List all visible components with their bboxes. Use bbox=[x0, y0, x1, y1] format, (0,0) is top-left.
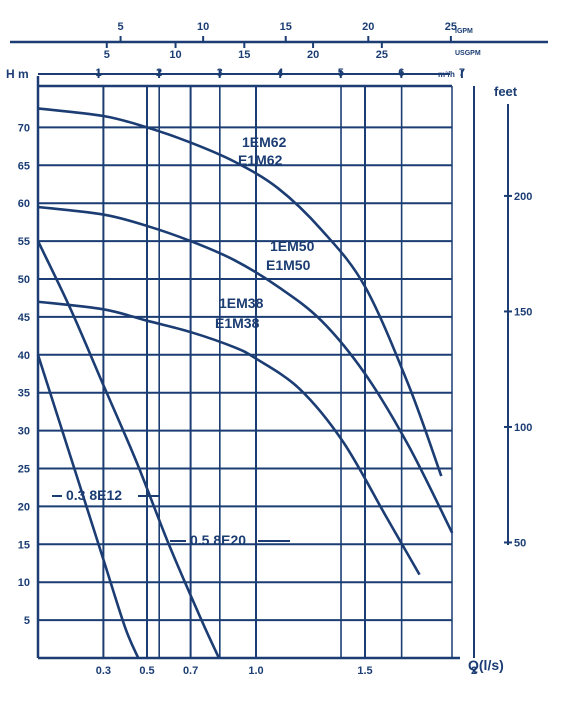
curve-label: 0.5 8E20 bbox=[190, 532, 246, 548]
top-tick-label: 5 bbox=[338, 67, 344, 79]
top-tick-label: 20 bbox=[307, 49, 319, 61]
y-tick-label: 15 bbox=[18, 539, 30, 551]
y-tick-label: 50 bbox=[18, 274, 30, 286]
y-tick-label: 20 bbox=[18, 501, 30, 513]
x-axis-title: Q(l/s) bbox=[468, 657, 504, 673]
y-tick-label: 55 bbox=[18, 236, 30, 248]
y-tick-label: 70 bbox=[18, 122, 30, 134]
top-tick-label: 4 bbox=[277, 67, 284, 79]
top-axis-unit: USGPM bbox=[455, 50, 481, 57]
top-tick-label: 3 bbox=[217, 67, 223, 79]
curve-3 bbox=[36, 240, 221, 659]
top-tick-label: 7 bbox=[459, 67, 465, 79]
right-tick-label: 100 bbox=[514, 422, 532, 434]
top-tick-label: 20 bbox=[362, 21, 374, 33]
top-axis-unit: IGPM bbox=[455, 28, 473, 35]
curve-label: 1EM38 bbox=[219, 295, 264, 311]
y-tick-label: 60 bbox=[18, 198, 30, 210]
x-tick-label: 0.5 bbox=[139, 665, 154, 677]
x-tick-label: 0.3 bbox=[96, 665, 111, 677]
top-tick-label: 25 bbox=[445, 21, 457, 33]
top-tick-label: 1 bbox=[95, 67, 101, 79]
y-tick-label: 25 bbox=[18, 464, 30, 476]
y-tick-label: 65 bbox=[18, 160, 30, 172]
top-tick-label: 15 bbox=[238, 49, 250, 61]
pump-curves bbox=[36, 107, 454, 659]
y-axis-title: H m bbox=[6, 67, 29, 81]
y-tick-label: 10 bbox=[18, 577, 30, 589]
y-tick-label: 30 bbox=[18, 426, 30, 438]
curve-label: 0.3 8E12 bbox=[66, 487, 122, 503]
top-axis-unit: m³/h bbox=[438, 70, 455, 79]
top-tick-label: 6 bbox=[398, 67, 404, 79]
x-tick-label: 2 bbox=[471, 665, 477, 677]
right-tick-label: 200 bbox=[514, 191, 532, 203]
x-tick-label: 1.5 bbox=[357, 665, 372, 677]
curve-label: 1EM62 bbox=[242, 134, 287, 150]
top-tick-label: 2 bbox=[156, 67, 162, 79]
y-tick-label: 40 bbox=[18, 350, 30, 362]
top-tick-label: 10 bbox=[169, 49, 181, 61]
grid-lines bbox=[38, 86, 475, 658]
y-tick-label: 5 bbox=[24, 615, 30, 627]
curve-4 bbox=[36, 354, 140, 659]
top-tick-label: 10 bbox=[197, 21, 209, 33]
right-axis-title: feet bbox=[494, 84, 518, 99]
y-tick-label: 35 bbox=[18, 388, 30, 400]
right-tick-label: 50 bbox=[514, 537, 526, 549]
curve-label: E1M50 bbox=[266, 257, 311, 273]
curve-labels: 1EM62 E1M62 1EM50 E1M50 1EM38 E1M38 0.5 8E20 0.… bbox=[52, 134, 315, 548]
right-tick-label: 150 bbox=[514, 306, 532, 318]
top-tick-label: 5 bbox=[104, 49, 110, 61]
x-tick-label: 0.7 bbox=[183, 665, 198, 677]
curve-2 bbox=[37, 300, 421, 576]
curve-0 bbox=[37, 107, 443, 477]
top-tick-label: 25 bbox=[376, 49, 388, 61]
top-tick-label: 5 bbox=[118, 21, 124, 33]
y-tick-label: 45 bbox=[18, 312, 30, 324]
curve-label: E1M62 bbox=[238, 152, 283, 168]
curve-label: E1M38 bbox=[215, 315, 260, 331]
curve-1 bbox=[37, 205, 454, 534]
curve-label: 1EM50 bbox=[270, 238, 315, 254]
x-tick-label: 1.0 bbox=[248, 665, 263, 677]
top-tick-label: 15 bbox=[280, 21, 292, 33]
